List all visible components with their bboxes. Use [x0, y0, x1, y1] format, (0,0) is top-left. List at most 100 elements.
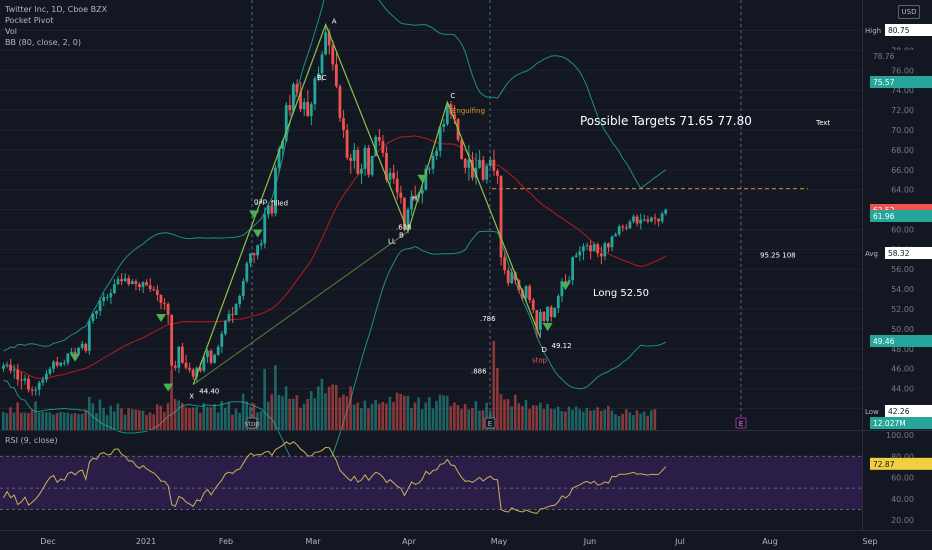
candle — [342, 110, 345, 138]
candle — [170, 314, 174, 370]
volume-bar — [528, 408, 531, 430]
volume-bar — [70, 413, 73, 430]
candle — [399, 185, 403, 204]
candle — [145, 279, 148, 287]
price-tick-label: 64.00 — [891, 186, 914, 195]
candle — [503, 252, 506, 275]
candle — [635, 214, 639, 227]
volume-bar — [148, 412, 152, 430]
volume-bar — [55, 413, 59, 430]
candle-body — [288, 105, 292, 111]
pocket-pivot-marker — [560, 282, 571, 291]
annotation-2: 95.25 108 — [760, 251, 796, 259]
candle-body — [309, 104, 313, 117]
candle-body — [649, 217, 653, 222]
candle-body — [34, 389, 38, 391]
candle — [30, 386, 34, 396]
candle — [141, 281, 145, 294]
candle — [664, 208, 668, 216]
volume-bar — [302, 403, 306, 430]
candle — [266, 202, 270, 219]
volume-bar — [560, 410, 564, 430]
candle — [130, 279, 134, 285]
candle-body — [66, 353, 70, 363]
volume-bar — [345, 396, 349, 430]
candle — [585, 242, 589, 251]
candle — [102, 293, 106, 307]
candle-body — [564, 281, 567, 284]
candle-body — [342, 118, 345, 130]
pattern-point-d: D — [542, 346, 547, 354]
price-badge: 61.96 — [870, 210, 932, 222]
volume-bar — [5, 413, 9, 430]
candle-body — [653, 217, 657, 219]
candle-body — [531, 300, 535, 311]
candle-body — [270, 205, 274, 214]
volume-bar — [16, 402, 19, 430]
candle — [155, 285, 159, 302]
volume-bar — [23, 412, 27, 430]
candle — [66, 352, 70, 366]
volume-bar — [603, 409, 607, 430]
annotation-1: Text — [815, 119, 830, 127]
candle-body — [478, 159, 481, 168]
candle — [363, 144, 367, 176]
candle-body — [413, 196, 417, 198]
candle — [270, 200, 274, 217]
chart-title[interactable]: Twitter Inc, 1D, Cboe BZX — [5, 5, 108, 14]
candle-body — [116, 279, 120, 285]
candle-body — [105, 297, 109, 299]
rsi-last-value: 72.87 — [873, 460, 895, 469]
candle — [220, 330, 224, 353]
price-badge: High 80.75 — [863, 24, 932, 36]
candle-body — [274, 167, 277, 214]
candle — [188, 362, 191, 373]
price-tick-label: 72.00 — [891, 106, 914, 115]
currency-button[interactable]: USD — [898, 5, 920, 19]
volume-bar — [449, 406, 453, 430]
earnings-marker-box — [735, 417, 747, 429]
candle-body — [62, 362, 66, 364]
price-badge-value: 75.57 — [873, 78, 895, 87]
volume-bar — [581, 411, 585, 430]
legend-pocket-pivot[interactable]: Pocket Pivot — [5, 16, 54, 25]
pocket-pivot-marker — [252, 229, 263, 238]
candle — [596, 242, 600, 258]
volume-bar — [152, 414, 155, 430]
candle — [27, 375, 30, 393]
volume-bar — [395, 392, 399, 430]
candle — [624, 224, 628, 231]
volume-bar — [639, 413, 642, 430]
candle — [181, 342, 184, 364]
candle-body — [513, 272, 517, 281]
candle-body — [395, 178, 399, 193]
candle-body — [195, 367, 199, 377]
candle-body — [19, 379, 23, 381]
candle-body — [152, 289, 156, 291]
volume-bar — [402, 395, 406, 430]
legend-vol[interactable]: Vol — [5, 27, 17, 36]
volume-bar — [234, 408, 238, 430]
legend-bb[interactable]: BB (80, close, 2, 0) — [5, 38, 81, 47]
volume-bar — [453, 402, 456, 430]
price-tick-label: 46.00 — [891, 365, 914, 374]
price-badge-bg — [870, 76, 932, 88]
candle-body — [41, 379, 45, 383]
pocket-pivot-marker — [156, 314, 167, 322]
volume-bar — [263, 368, 266, 430]
volume-bar — [9, 407, 12, 430]
price-tick-label: 50.00 — [891, 325, 914, 334]
candle — [653, 213, 657, 225]
candle-body — [442, 124, 446, 127]
candle — [370, 155, 374, 177]
candle-body — [664, 209, 668, 214]
pocket-pivot-marker — [163, 383, 174, 392]
price-badge-name-bg — [863, 405, 883, 417]
time-tick-label: Dec — [40, 537, 55, 546]
volume-bar — [34, 401, 37, 430]
candle-body — [431, 155, 435, 169]
volume-bar — [59, 412, 62, 430]
candle-body — [528, 286, 532, 301]
volume-bar — [556, 406, 560, 430]
